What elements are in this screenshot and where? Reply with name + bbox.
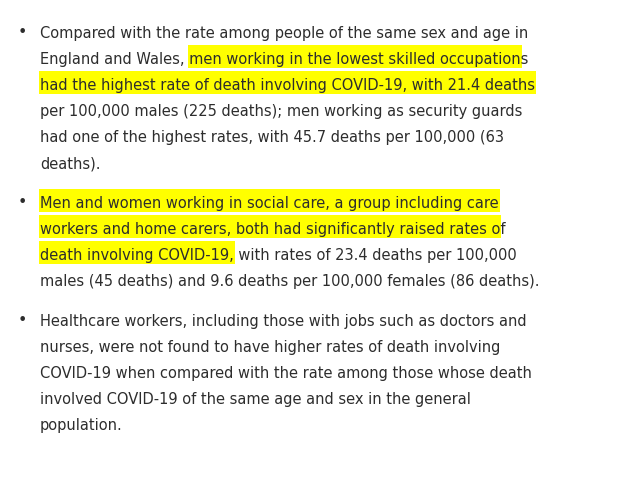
- Text: Men and women working in social care, a group including care: Men and women working in social care, a …: [40, 197, 499, 211]
- Text: England and Wales, men working in the lowest skilled occupations: England and Wales, men working in the lo…: [40, 52, 528, 67]
- FancyBboxPatch shape: [39, 215, 501, 238]
- FancyBboxPatch shape: [39, 241, 235, 264]
- Text: involved COVID-19 of the same age and sex in the general: involved COVID-19 of the same age and se…: [40, 392, 471, 407]
- Text: •: •: [18, 25, 28, 40]
- Text: nurses, were not found to have higher rates of death involving: nurses, were not found to have higher ra…: [40, 340, 501, 355]
- Text: COVID-19 when compared with the rate among those whose death: COVID-19 when compared with the rate amo…: [40, 366, 532, 381]
- Text: had one of the highest rates, with 45.7 deaths per 100,000 (63: had one of the highest rates, with 45.7 …: [40, 130, 504, 145]
- FancyBboxPatch shape: [188, 45, 522, 68]
- FancyBboxPatch shape: [39, 189, 499, 212]
- Text: •: •: [18, 195, 28, 210]
- Text: Healthcare workers, including those with jobs such as doctors and: Healthcare workers, including those with…: [40, 314, 527, 329]
- Text: workers and home carers, both had significantly raised rates of: workers and home carers, both had signif…: [40, 222, 506, 237]
- Text: per 100,000 males (225 deaths); men working as security guards: per 100,000 males (225 deaths); men work…: [40, 104, 522, 119]
- Text: population.: population.: [40, 418, 122, 433]
- Text: death involving COVID-19, with rates of 23.4 deaths per 100,000: death involving COVID-19, with rates of …: [40, 248, 517, 263]
- Text: Compared with the rate among people of the same sex and age in: Compared with the rate among people of t…: [40, 26, 528, 41]
- Text: deaths).: deaths).: [40, 156, 101, 171]
- Text: males (45 deaths) and 9.6 deaths per 100,000 females (86 deaths).: males (45 deaths) and 9.6 deaths per 100…: [40, 274, 539, 289]
- Text: had the highest rate of death involving COVID-19, with 21.4 deaths: had the highest rate of death involving …: [40, 78, 535, 93]
- Text: •: •: [18, 313, 28, 328]
- FancyBboxPatch shape: [39, 71, 536, 94]
